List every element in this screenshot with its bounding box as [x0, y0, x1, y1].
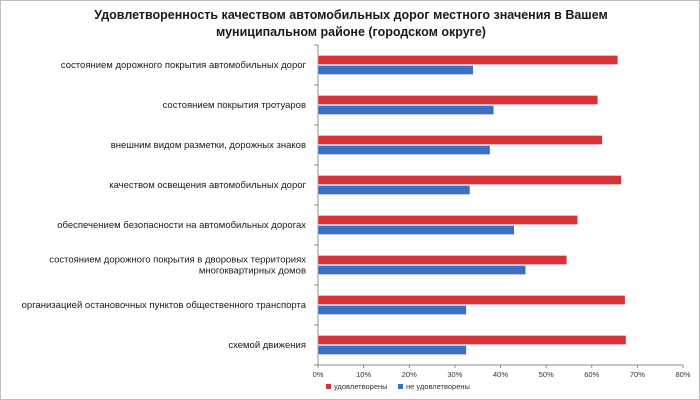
legend-swatch [326, 384, 331, 389]
bar-not-satisfied [317, 145, 491, 155]
x-tick-label: 70% [630, 370, 645, 379]
legend-label: удовлетворены [334, 382, 388, 391]
bar-satisfied [317, 215, 578, 225]
bar-satisfied [317, 95, 598, 105]
category-label: качеством освещения автомобильных дорог [109, 180, 306, 191]
category-label: состоянием покрытия тротуаров [163, 100, 306, 111]
category-label: многоквартирных домов [199, 266, 306, 277]
category-label: состоянием дорожного покрытия в дворовых… [49, 255, 306, 266]
bar-satisfied [317, 255, 567, 265]
x-tick-label: 0% [313, 370, 324, 379]
bar-satisfied [317, 135, 603, 145]
category-label: обеспечением безопасности на автомобильн… [57, 220, 306, 231]
bar-not-satisfied [317, 345, 467, 355]
x-tick-label: 80% [675, 370, 690, 379]
bar-not-satisfied [317, 225, 515, 235]
bar-satisfied [317, 335, 627, 345]
x-tick-label: 20% [402, 370, 417, 379]
bar-satisfied [317, 55, 618, 65]
x-tick-label: 30% [447, 370, 462, 379]
bar-not-satisfied [317, 305, 467, 315]
x-tick-label: 10% [356, 370, 371, 379]
category-label: состоянием дорожного покрытия автомобиль… [61, 60, 307, 71]
x-tick-label: 60% [584, 370, 599, 379]
x-tick-label: 40% [493, 370, 508, 379]
legend-swatch [398, 384, 403, 389]
bar-satisfied [317, 175, 622, 185]
bar-not-satisfied [317, 265, 526, 275]
bar-satisfied [317, 295, 626, 305]
chart-title: Удовлетворенность качеством автомобильны… [94, 8, 608, 39]
bar-not-satisfied [317, 185, 471, 195]
category-label: внешним видом разметки, дорожных знаков [111, 140, 306, 151]
legend-label: не удовлетворены [406, 382, 470, 391]
x-tick-label: 50% [539, 370, 554, 379]
bar-not-satisfied [317, 105, 494, 115]
bar-not-satisfied [317, 65, 474, 75]
category-label: организацией остановочных пунктов общест… [22, 300, 307, 311]
category-label: схемой движения [228, 340, 306, 351]
